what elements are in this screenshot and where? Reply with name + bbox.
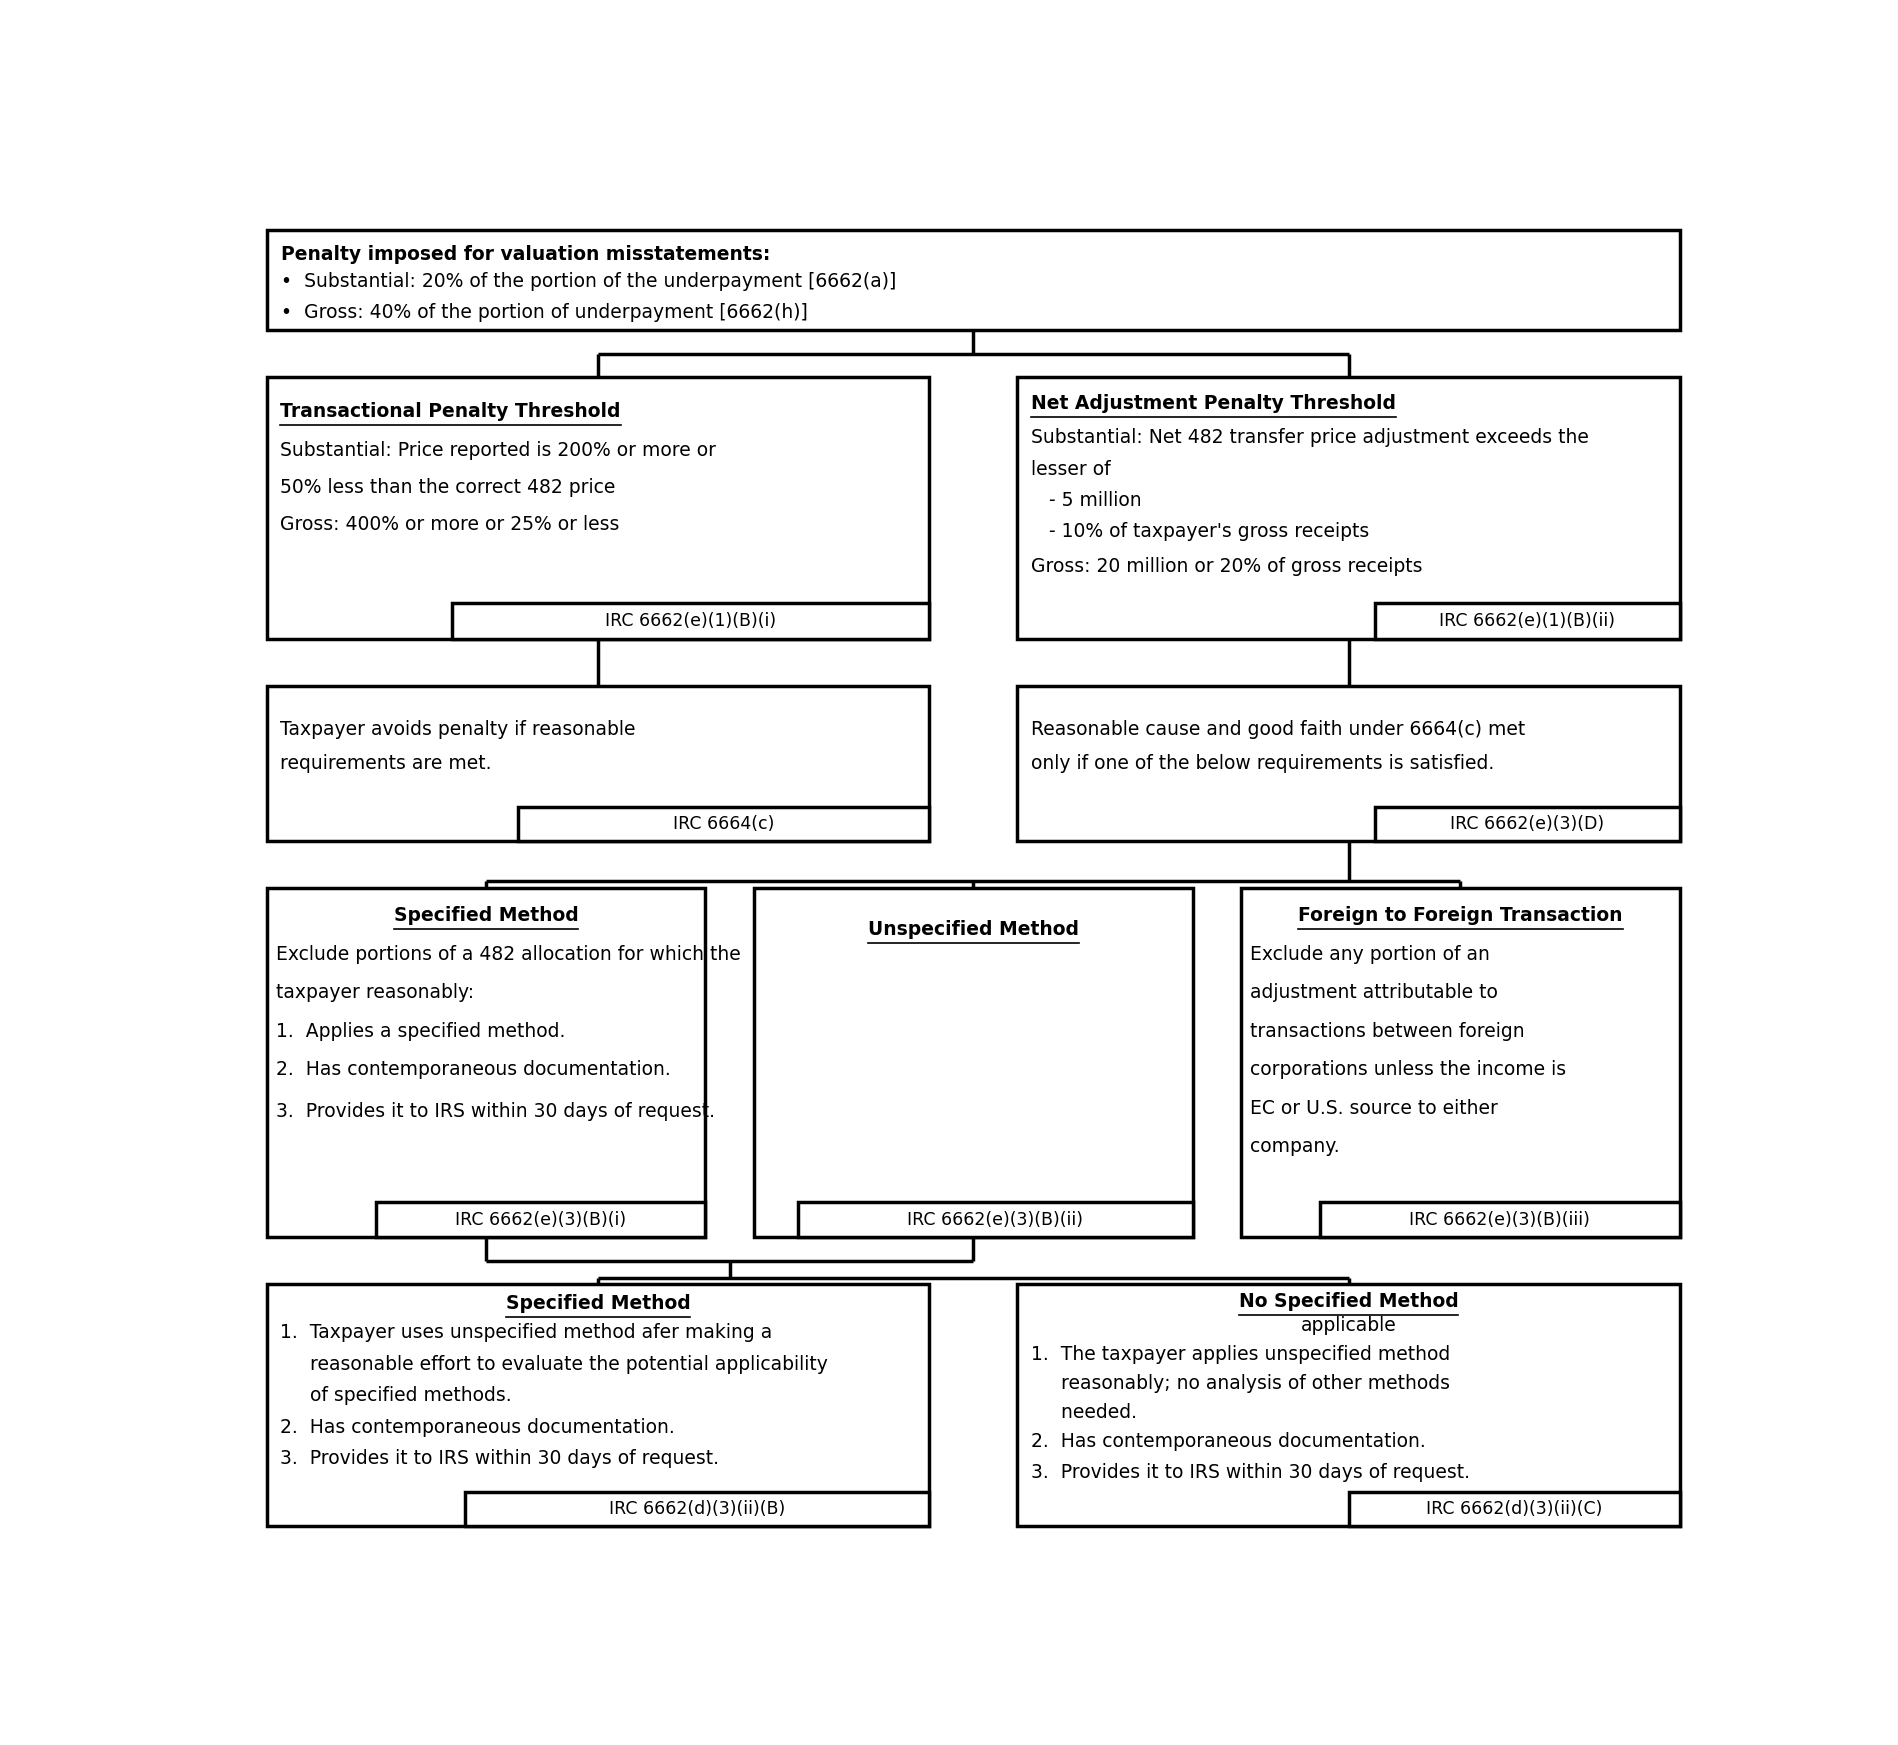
Text: taxpayer reasonably:: taxpayer reasonably: — [275, 982, 473, 1002]
Text: 1.  Applies a specified method.: 1. Applies a specified method. — [275, 1021, 566, 1040]
Text: Exclude portions of a 482 allocation for which the: Exclude portions of a 482 allocation for… — [275, 944, 740, 963]
Text: Gross: 20 million or 20% of gross receipts: Gross: 20 million or 20% of gross receip… — [1031, 557, 1422, 576]
Text: Unspecified Method: Unspecified Method — [867, 920, 1078, 939]
Text: corporations unless the income is: corporations unless the income is — [1249, 1061, 1566, 1078]
Text: Net Adjustment Penalty Threshold: Net Adjustment Penalty Threshold — [1031, 394, 1395, 414]
Bar — [452, 602, 928, 639]
Text: Gross: 400% or more or 25% or less: Gross: 400% or more or 25% or less — [279, 515, 619, 534]
Text: 2.  Has contemporaneous documentation.: 2. Has contemporaneous documentation. — [279, 1417, 674, 1436]
Text: 3.  Provides it to IRS within 30 days of request.: 3. Provides it to IRS within 30 days of … — [1031, 1464, 1469, 1483]
Bar — [797, 1202, 1192, 1237]
Bar — [1348, 1492, 1680, 1527]
Text: - 10% of taxpayer's gross receipts: - 10% of taxpayer's gross receipts — [1031, 522, 1368, 541]
Bar — [266, 230, 1678, 330]
Text: 50% less than the correct 482 price: 50% less than the correct 482 price — [279, 478, 615, 497]
Text: Penalty imposed for valuation misstatements:: Penalty imposed for valuation misstateme… — [281, 246, 771, 263]
Bar — [266, 1284, 928, 1527]
Text: reasonable effort to evaluate the potential applicability: reasonable effort to evaluate the potent… — [279, 1354, 828, 1373]
Bar — [376, 1202, 704, 1237]
Text: Specified Method: Specified Method — [505, 1295, 691, 1314]
Bar — [518, 806, 928, 841]
Text: Foreign to Foreign Transaction: Foreign to Foreign Transaction — [1298, 906, 1621, 925]
Bar — [1017, 686, 1680, 841]
Text: company.: company. — [1249, 1138, 1338, 1155]
Text: lesser of: lesser of — [1031, 459, 1110, 478]
Text: 3.  Provides it to IRS within 30 days of request.: 3. Provides it to IRS within 30 days of … — [279, 1448, 719, 1468]
Text: 1.  Taxpayer uses unspecified method afer making a: 1. Taxpayer uses unspecified method afer… — [279, 1323, 772, 1342]
Bar — [1319, 1202, 1680, 1237]
Text: adjustment attributable to: adjustment attributable to — [1249, 982, 1498, 1002]
Text: IRC 6664(c): IRC 6664(c) — [672, 815, 774, 832]
Text: only if one of the below requirements is satisfied.: only if one of the below requirements is… — [1031, 754, 1494, 773]
Text: 2.  Has contemporaneous documentation.: 2. Has contemporaneous documentation. — [275, 1061, 670, 1078]
Text: IRC 6662(d)(3)(ii)(B): IRC 6662(d)(3)(ii)(B) — [609, 1501, 786, 1518]
Text: IRC 6662(e)(3)(D): IRC 6662(e)(3)(D) — [1450, 815, 1604, 832]
Text: 2.  Has contemporaneous documentation.: 2. Has contemporaneous documentation. — [1031, 1433, 1425, 1452]
Text: requirements are met.: requirements are met. — [279, 754, 492, 773]
Text: IRC 6662(e)(1)(B)(i): IRC 6662(e)(1)(B)(i) — [605, 612, 776, 630]
Bar — [465, 1492, 928, 1527]
Text: applicable: applicable — [1300, 1316, 1395, 1335]
Bar — [754, 888, 1192, 1237]
Text: IRC 6662(e)(3)(B)(ii): IRC 6662(e)(3)(B)(ii) — [907, 1211, 1082, 1228]
Text: Transactional Penalty Threshold: Transactional Penalty Threshold — [279, 401, 621, 421]
Text: No Specified Method: No Specified Method — [1237, 1291, 1458, 1310]
Text: •  Gross: 40% of the portion of underpayment [6662(h)]: • Gross: 40% of the portion of underpaym… — [281, 302, 807, 321]
Text: Reasonable cause and good faith under 6664(c) met: Reasonable cause and good faith under 66… — [1031, 721, 1524, 740]
Text: IRC 6662(e)(3)(B)(i): IRC 6662(e)(3)(B)(i) — [456, 1211, 626, 1228]
Bar — [1241, 888, 1680, 1237]
Text: IRC 6662(e)(3)(B)(iii): IRC 6662(e)(3)(B)(iii) — [1408, 1211, 1589, 1228]
Bar — [1017, 1284, 1680, 1527]
Text: transactions between foreign: transactions between foreign — [1249, 1021, 1524, 1040]
Text: EC or U.S. source to either: EC or U.S. source to either — [1249, 1099, 1498, 1117]
Text: Substantial: Net 482 transfer price adjustment exceeds the: Substantial: Net 482 transfer price adju… — [1031, 428, 1587, 447]
Text: Exclude any portion of an: Exclude any portion of an — [1249, 944, 1488, 963]
Bar — [1374, 806, 1680, 841]
Text: 1.  The taxpayer applies unspecified method: 1. The taxpayer applies unspecified meth… — [1031, 1345, 1448, 1365]
Text: reasonably; no analysis of other methods: reasonably; no analysis of other methods — [1031, 1373, 1448, 1393]
Text: of specified methods.: of specified methods. — [279, 1386, 511, 1405]
Text: IRC 6662(d)(3)(ii)(C): IRC 6662(d)(3)(ii)(C) — [1425, 1501, 1602, 1518]
Bar — [1374, 602, 1680, 639]
Text: Substantial: Price reported is 200% or more or: Substantial: Price reported is 200% or m… — [279, 441, 716, 461]
Text: - 5 million: - 5 million — [1031, 490, 1141, 510]
Text: Specified Method: Specified Method — [393, 906, 579, 925]
Text: needed.: needed. — [1031, 1403, 1137, 1422]
Text: 3.  Provides it to IRS within 30 days of request.: 3. Provides it to IRS within 30 days of … — [275, 1103, 714, 1120]
Text: Taxpayer avoids penalty if reasonable: Taxpayer avoids penalty if reasonable — [279, 721, 636, 740]
Bar — [266, 888, 704, 1237]
Bar — [266, 377, 928, 639]
Text: IRC 6662(e)(1)(B)(ii): IRC 6662(e)(1)(B)(ii) — [1439, 612, 1615, 630]
Bar — [266, 686, 928, 841]
Text: •  Substantial: 20% of the portion of the underpayment [6662(a)]: • Substantial: 20% of the portion of the… — [281, 272, 896, 291]
Bar — [1017, 377, 1680, 639]
